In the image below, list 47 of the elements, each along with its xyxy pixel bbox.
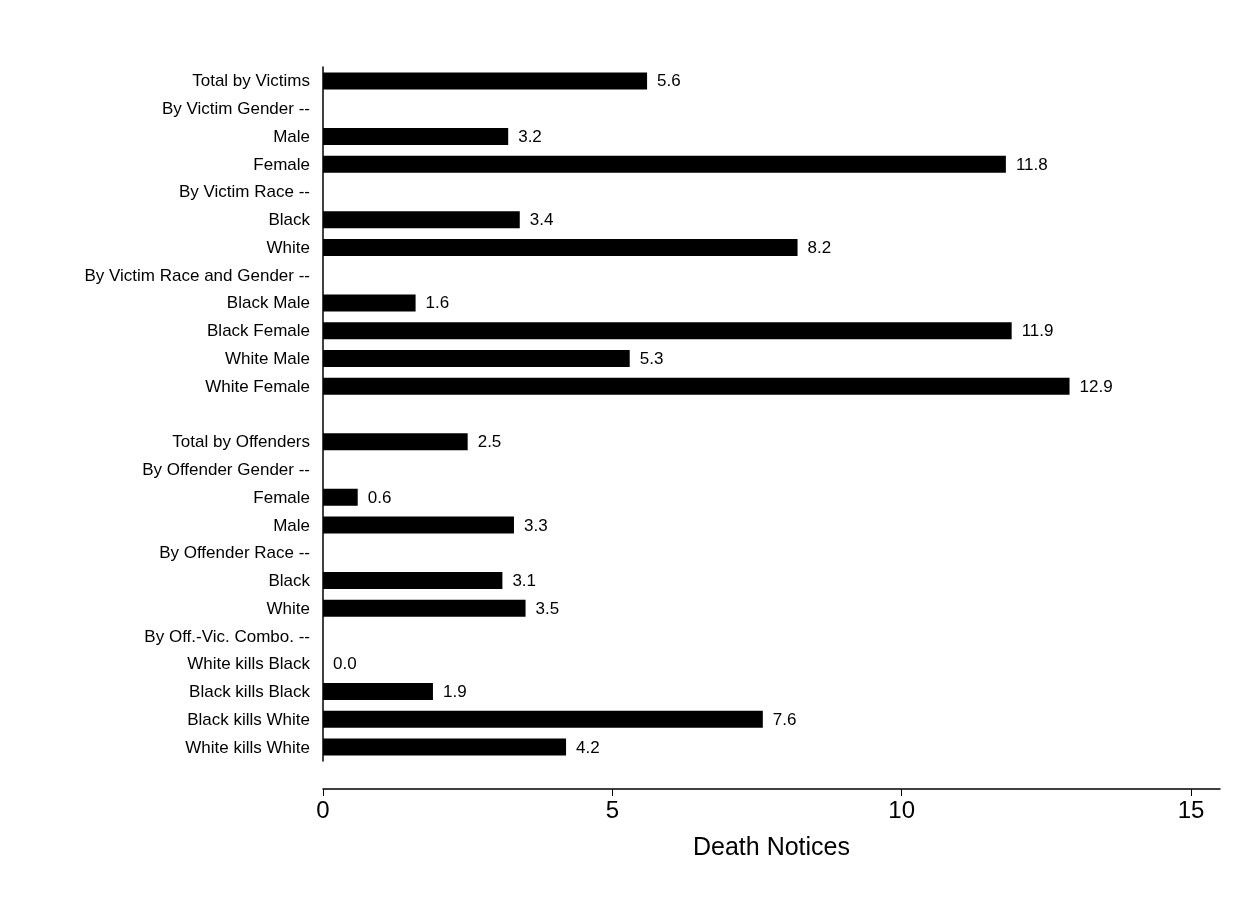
data-label: 4.2 bbox=[576, 737, 600, 757]
x-axis-title: Death Notices bbox=[692, 831, 851, 860]
y-tick-label: By Offender Race -- bbox=[159, 543, 310, 563]
data-label: 3.4 bbox=[529, 210, 554, 230]
x-tick-label: 5 bbox=[605, 795, 620, 823]
y-tick-label: By Off.-Vic. Combo. -- bbox=[144, 626, 310, 646]
data-label: 0.0 bbox=[333, 654, 357, 674]
y-tick-label: By Victim Race and Gender -- bbox=[84, 265, 310, 285]
y-tick-label: Black kills Black bbox=[189, 682, 311, 702]
y-tick-label: Female bbox=[253, 154, 310, 174]
data-label: 11.9 bbox=[1021, 321, 1054, 341]
y-tick-label: By Offender Gender -- bbox=[142, 460, 310, 480]
y-tick-label: White Female bbox=[205, 376, 310, 396]
y-tick-label: White kills Black bbox=[187, 654, 311, 674]
data-label: 11.8 bbox=[1015, 154, 1048, 174]
y-tick-label: White kills White bbox=[185, 737, 310, 757]
y-tick-label: Male bbox=[273, 126, 310, 146]
y-tick-label: White bbox=[266, 237, 310, 257]
y-tick-label: Black Female bbox=[207, 321, 310, 341]
data-label: 3.1 bbox=[512, 571, 537, 591]
data-label: 8.2 bbox=[807, 237, 832, 257]
y-tick-label: By Victim Race -- bbox=[179, 182, 310, 202]
data-label: 5.6 bbox=[657, 71, 681, 91]
data-label: 2.5 bbox=[477, 432, 502, 452]
data-label: 1.9 bbox=[442, 682, 467, 702]
x-tick-label: 10 bbox=[888, 795, 916, 823]
y-tick-label: Male bbox=[273, 515, 310, 535]
data-label: 5.3 bbox=[639, 348, 664, 368]
data-label: 3.5 bbox=[535, 598, 560, 618]
y-tick-label: Total by Victims bbox=[192, 71, 310, 91]
x-tick-label: 0 bbox=[316, 795, 330, 823]
data-label: 12.9 bbox=[1079, 376, 1113, 396]
data-label: 1.6 bbox=[425, 293, 450, 313]
y-tick-label: White bbox=[266, 598, 310, 618]
y-tick-label: Black Male bbox=[226, 293, 310, 313]
data-label: 3.3 bbox=[523, 515, 548, 535]
y-tick-label: Total by Offenders bbox=[172, 432, 310, 452]
y-tick-label: Female bbox=[253, 487, 310, 507]
y-tick-label: White Male bbox=[224, 348, 310, 368]
y-tick-label: Black bbox=[268, 571, 311, 591]
data-label: 3.2 bbox=[518, 126, 542, 146]
data-label: 7.6 bbox=[772, 709, 797, 729]
y-tick-label: By Victim Gender -- bbox=[161, 99, 310, 119]
data-label: 0.6 bbox=[367, 487, 392, 507]
y-tick-label: Black bbox=[268, 210, 311, 230]
y-tick-label: Black kills White bbox=[187, 709, 310, 729]
x-tick-label: 15 bbox=[1177, 795, 1205, 823]
